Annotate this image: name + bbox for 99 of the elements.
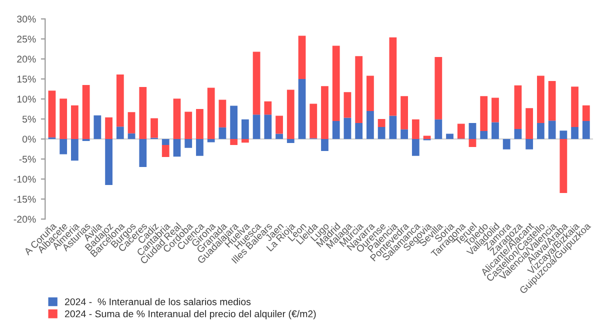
y-tick-label: -10% <box>14 176 36 183</box>
bar <box>434 56 442 120</box>
bar <box>298 36 306 79</box>
y-tick-label: 10% <box>17 96 36 103</box>
bar <box>276 134 283 140</box>
bar <box>548 120 556 140</box>
bar <box>389 37 397 116</box>
bar <box>218 127 226 140</box>
bar <box>446 134 454 140</box>
bar <box>218 100 226 128</box>
bar <box>162 145 170 158</box>
bar <box>366 110 374 140</box>
bar <box>116 74 124 127</box>
bar <box>105 139 112 186</box>
bar <box>241 119 249 140</box>
y-tick-label: 25% <box>17 36 36 43</box>
bar <box>412 139 420 156</box>
y-tick-label: -15% <box>14 196 36 203</box>
bar <box>173 98 181 140</box>
y-tick-label: 20% <box>17 56 36 63</box>
bar <box>286 90 294 140</box>
bar <box>400 96 408 130</box>
bar <box>400 129 408 140</box>
bar <box>264 101 272 115</box>
bar <box>196 108 204 140</box>
bar <box>571 126 578 140</box>
bar <box>355 56 363 123</box>
bar <box>492 122 499 140</box>
bar <box>241 139 249 143</box>
bar <box>230 139 238 146</box>
bar <box>480 96 488 131</box>
y-tick-label: 15% <box>17 76 36 83</box>
bar <box>230 106 238 140</box>
legend-label: 2024 - Suma de % Interanual del precio del alquiler (€/m2) <box>64 310 316 320</box>
bar <box>116 126 124 140</box>
bar <box>526 139 534 150</box>
bar <box>548 80 556 121</box>
bar <box>276 116 283 134</box>
bar <box>128 112 136 134</box>
bar <box>264 114 272 140</box>
bar <box>571 86 578 127</box>
bar <box>389 116 397 140</box>
bar <box>196 139 204 156</box>
bar <box>560 139 568 194</box>
bar <box>207 139 215 142</box>
bar <box>480 131 488 140</box>
bar <box>514 129 522 140</box>
y-tick-label: 30% <box>17 16 36 23</box>
bar <box>310 104 318 138</box>
bar <box>332 120 340 140</box>
bar <box>94 115 102 140</box>
bar <box>71 105 78 140</box>
bar <box>207 88 215 140</box>
bar <box>536 122 544 140</box>
legend-label: 2024 - % Interanual de los salarios medios <box>64 298 251 306</box>
bar <box>139 86 147 140</box>
bar <box>366 76 374 111</box>
bar <box>162 139 170 146</box>
bar <box>502 139 510 150</box>
bar <box>298 78 306 140</box>
bar <box>71 139 78 161</box>
bar <box>344 118 352 140</box>
bar <box>173 139 181 157</box>
bar <box>105 117 112 140</box>
bar <box>252 114 260 140</box>
bar <box>492 98 499 122</box>
bar <box>321 86 328 140</box>
bar <box>286 139 294 144</box>
bar <box>128 133 136 140</box>
y-tick-label: -5% <box>19 156 36 163</box>
bar <box>526 108 534 140</box>
y-tick-label: 5% <box>22 116 36 123</box>
bar <box>82 84 90 140</box>
bar <box>139 139 147 168</box>
bar <box>457 124 465 139</box>
bar <box>252 52 260 115</box>
bar <box>514 85 522 129</box>
bar <box>582 105 590 121</box>
bar <box>344 92 352 118</box>
bar <box>355 122 363 140</box>
bar <box>378 126 386 140</box>
bar <box>468 139 476 148</box>
bar <box>560 130 568 140</box>
bar <box>321 139 328 152</box>
bar <box>48 90 56 138</box>
bar <box>412 119 420 140</box>
bar <box>332 46 340 121</box>
bar <box>536 76 544 123</box>
bar <box>184 139 192 148</box>
y-tick-label: 0% <box>22 136 36 143</box>
y-tick-label: -20% <box>14 216 36 223</box>
bar <box>150 118 158 138</box>
bar <box>184 112 192 140</box>
bar <box>60 98 68 140</box>
bar <box>582 120 590 140</box>
bar <box>434 119 442 140</box>
bar <box>378 118 386 127</box>
bar <box>468 122 476 140</box>
bar <box>60 139 68 154</box>
